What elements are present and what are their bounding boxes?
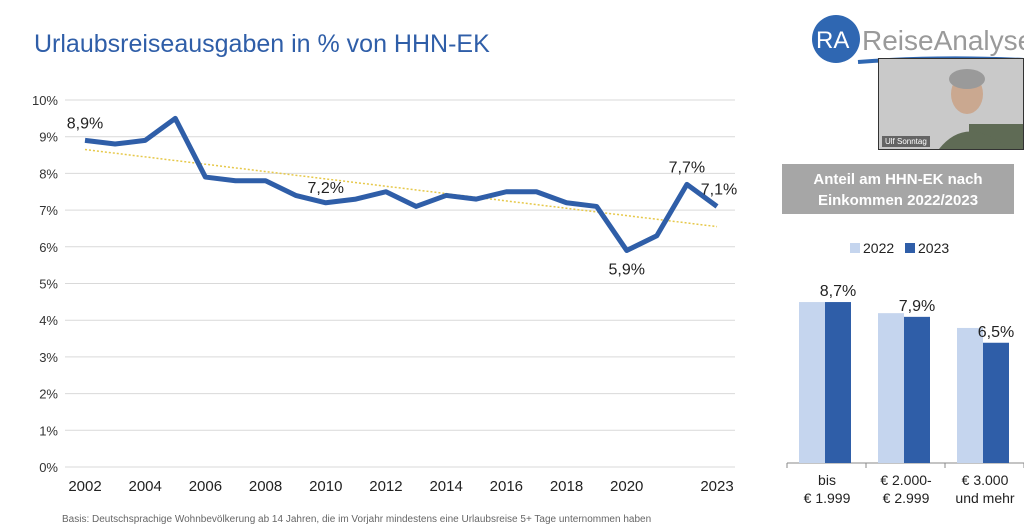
legend-label-2022: 2022 bbox=[863, 240, 894, 256]
x-tick-label: 2018 bbox=[550, 478, 583, 495]
line-chart: 0% 1% 2% 3% 4% 5% 6% 7% 8% 9% 10% 2002 2004 2006 2008 2… bbox=[0, 0, 760, 500]
x-tick-label: 2014 bbox=[429, 478, 462, 495]
x-tick-label: 2008 bbox=[249, 478, 282, 495]
svg-text:RA: RA bbox=[816, 27, 849, 54]
category-label: und mehr bbox=[955, 490, 1014, 506]
webcam-video: Ulf Sonntag bbox=[878, 58, 1024, 150]
x-tick-label: 2006 bbox=[189, 478, 222, 495]
bar-2022 bbox=[878, 313, 904, 463]
bar-2023 bbox=[983, 343, 1009, 463]
category-label: € 1.999 bbox=[804, 490, 851, 506]
y-tick-label: 7% bbox=[39, 203, 58, 218]
svg-text:ReiseAnalyse: ReiseAnalyse bbox=[862, 25, 1024, 56]
y-tick-label: 5% bbox=[39, 277, 58, 292]
x-tick-label: 2002 bbox=[68, 478, 101, 495]
y-tick-label: 3% bbox=[39, 350, 58, 365]
x-tick-label: 2010 bbox=[309, 478, 342, 495]
category-label: bis bbox=[818, 472, 836, 488]
y-tick-label: 6% bbox=[39, 240, 58, 255]
data-label: 7,2% bbox=[308, 180, 344, 197]
data-label: 6,5% bbox=[978, 324, 1014, 341]
trendline bbox=[85, 150, 717, 227]
x-tick-label: 2020 bbox=[610, 478, 643, 495]
legend-swatch-2023 bbox=[905, 243, 915, 253]
series-line bbox=[85, 118, 717, 250]
bar-2023 bbox=[825, 302, 851, 463]
data-label: 7,9% bbox=[899, 298, 935, 315]
x-tick-label: 2012 bbox=[369, 478, 402, 495]
x-tick-label: 2016 bbox=[490, 478, 523, 495]
data-label: 8,9% bbox=[67, 115, 103, 132]
x-tick-label: 2004 bbox=[129, 478, 162, 495]
bar-chart: 2022 2023 8,7% bis € 1.999 7,9% € 2.000- € 2.99… bbox=[780, 233, 1024, 523]
x-tick-label: 2023 bbox=[700, 478, 733, 495]
y-tick-label: 2% bbox=[39, 387, 58, 402]
legend-label-2023: 2023 bbox=[918, 240, 949, 256]
data-label: 7,7% bbox=[669, 159, 705, 176]
bar-chart-title: Anteil am HHN-EK nach Einkommen 2022/202… bbox=[782, 164, 1014, 214]
y-tick-label: 8% bbox=[39, 166, 58, 181]
y-tick-label: 1% bbox=[39, 423, 58, 438]
bar-2022 bbox=[957, 328, 983, 463]
y-tick-label: 0% bbox=[39, 460, 58, 475]
participant-name: Ulf Sonntag bbox=[882, 136, 930, 147]
category-label: € 3.000 bbox=[962, 472, 1009, 488]
category-label: € 2.999 bbox=[883, 490, 930, 506]
footnote: Basis: Deutschsprachige Wohnbevölkerung … bbox=[62, 514, 651, 525]
data-label: 8,7% bbox=[820, 283, 856, 300]
data-label: 5,9% bbox=[608, 261, 644, 278]
y-tick-label: 4% bbox=[39, 313, 58, 328]
data-label: 7,1% bbox=[701, 181, 737, 198]
bar-2022 bbox=[799, 302, 825, 463]
bar-2023 bbox=[904, 317, 930, 463]
legend-swatch-2022 bbox=[850, 243, 860, 253]
y-tick-label: 10% bbox=[32, 93, 58, 108]
category-label: € 2.000- bbox=[880, 472, 932, 488]
y-tick-label: 9% bbox=[39, 130, 58, 145]
